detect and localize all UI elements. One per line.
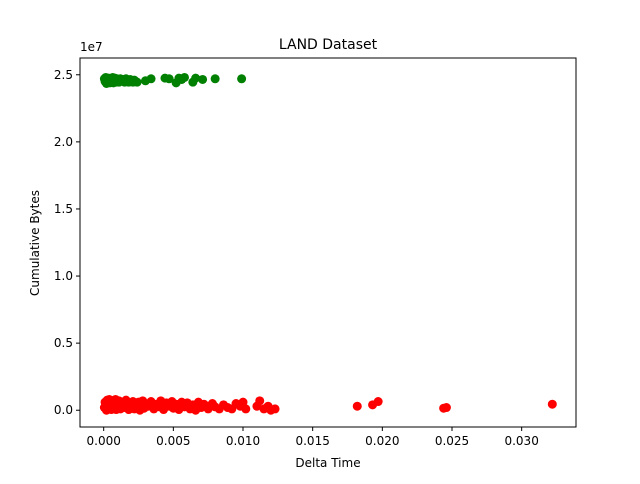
- y-axis-label: Cumulative Bytes: [28, 190, 42, 296]
- y-axis: 0.0 0.5 1.0 1.5 2.0 2.5: [54, 68, 80, 417]
- y-tick-label: 1.0: [54, 269, 73, 283]
- scatter-point: [132, 77, 142, 87]
- scatter-point: [198, 74, 208, 84]
- x-tick-label: 0.025: [435, 434, 469, 448]
- plot-marks: [99, 72, 557, 415]
- x-tick-label: 0.005: [156, 434, 190, 448]
- x-axis-label: Delta Time: [295, 456, 360, 470]
- scatter-point: [352, 401, 362, 411]
- x-axis: 0.000 0.005 0.010 0.015 0.020 0.025 0.030: [87, 427, 539, 448]
- scatter-point: [547, 399, 557, 409]
- scatter-point: [164, 74, 174, 84]
- y-tick-label: 2.5: [54, 68, 73, 82]
- y-tick-label: 0.5: [54, 336, 73, 350]
- scatter-point: [373, 397, 383, 407]
- scatter-point: [441, 403, 451, 413]
- scatter-point: [255, 396, 265, 406]
- y-tick-label: 0.0: [54, 403, 73, 417]
- scatter-point: [270, 404, 280, 414]
- x-tick-label: 0.015: [295, 434, 329, 448]
- scatter-point: [241, 404, 251, 414]
- scatter-point: [191, 73, 201, 83]
- plot-area-frame: [79, 57, 577, 428]
- x-tick-label: 0.020: [365, 434, 399, 448]
- scatter-point: [210, 74, 220, 84]
- chart-title: LAND Dataset: [279, 37, 378, 53]
- x-tick-label: 0.030: [504, 434, 538, 448]
- x-tick-label: 0.000: [87, 434, 121, 448]
- scatter-point: [146, 74, 156, 84]
- y-axis-offset-label: 1e7: [80, 40, 103, 54]
- x-tick-label: 0.010: [226, 434, 260, 448]
- scatter-point: [237, 74, 247, 84]
- y-tick-label: 1.5: [54, 202, 73, 216]
- scatter-point: [179, 72, 189, 82]
- y-tick-label: 2.0: [54, 135, 73, 149]
